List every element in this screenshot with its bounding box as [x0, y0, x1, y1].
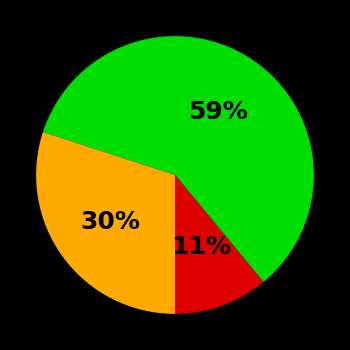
Wedge shape — [43, 36, 314, 282]
Text: 59%: 59% — [188, 100, 248, 124]
Wedge shape — [36, 132, 175, 314]
Text: 30%: 30% — [80, 210, 140, 234]
Wedge shape — [175, 175, 264, 314]
Text: 11%: 11% — [171, 235, 231, 259]
